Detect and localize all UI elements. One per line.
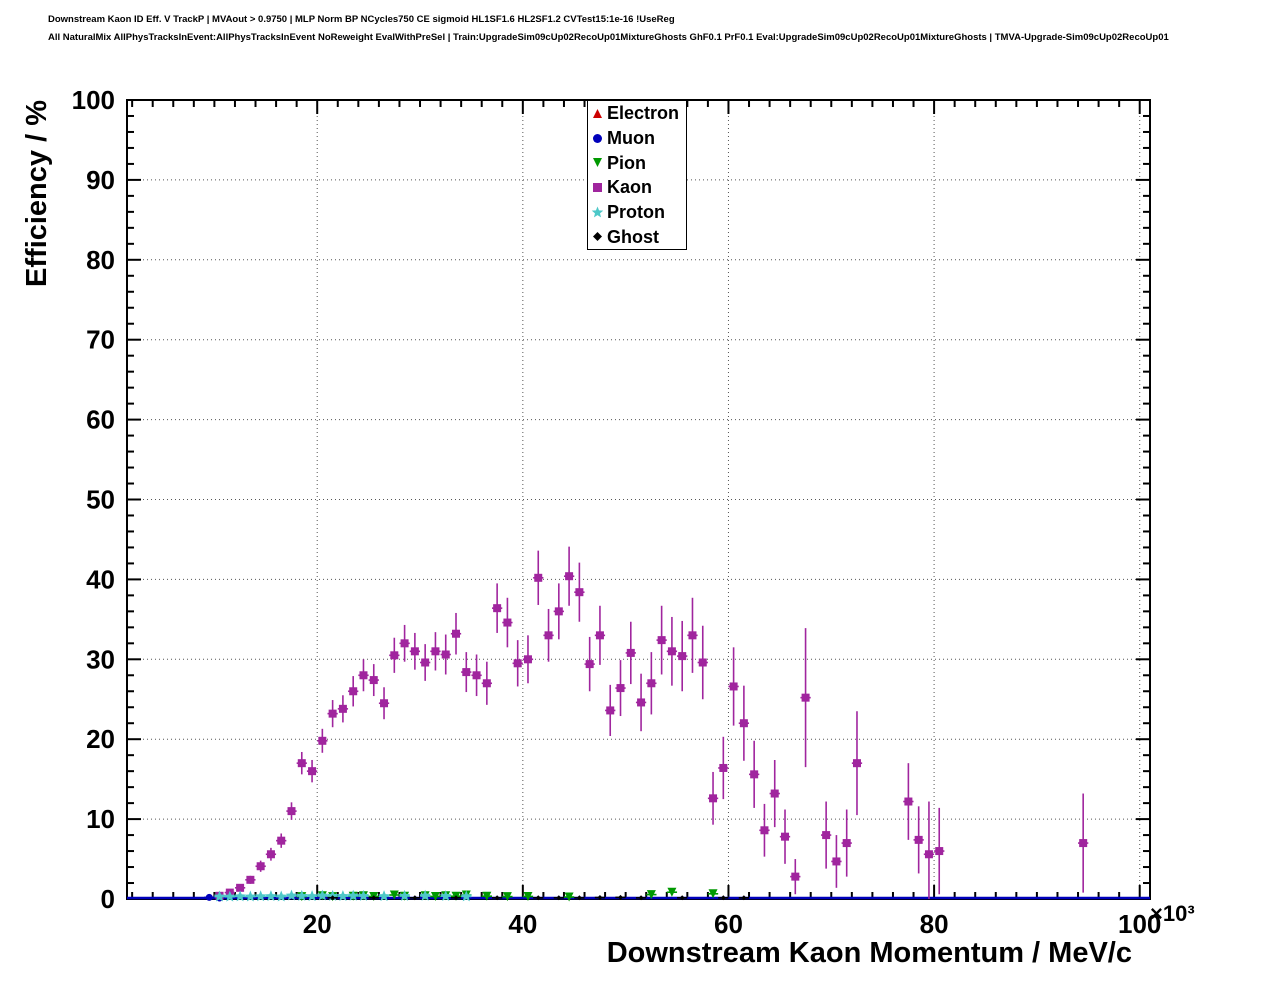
y-tick-label: 50 [86,485,115,515]
plot-title-line2: All NaturalMix AllPhysTracksInEvent:AllP… [48,32,1169,43]
x-tick-label: 20 [303,909,332,939]
legend-item-kaon: Kaon [588,175,686,200]
x-axis-power-label: ×10³ [1150,901,1195,926]
legend-item-ghost: Ghost [588,224,686,249]
y-tick-label: 40 [86,564,115,594]
y-axis-title: Efficiency / % [21,100,53,287]
x-tick-label: 100 [1118,909,1161,939]
y-tick-label: 0 [101,884,115,914]
y-tick-label: 60 [86,405,115,435]
pion-marker-icon [593,158,602,168]
x-axis-title: Downstream Kaon Momentum / MeV/c [607,937,1132,969]
muon-marker-icon [593,133,602,143]
y-tick-label: 20 [86,724,115,754]
legend-label-ghost: Ghost [607,226,659,247]
legend-label-kaon: Kaon [607,177,652,198]
legend-item-proton: Proton [588,200,686,225]
y-tick-label: 30 [86,644,115,674]
legend-box: Electron Muon Pion Kaon Proton Ghost [587,100,687,250]
y-tick-label: 80 [86,245,115,275]
proton-marker-icon [591,205,604,217]
plot-title-line1: Downstream Kaon ID Eff. V TrackP | MVAou… [48,14,675,25]
legend-label-proton: Proton [607,202,665,223]
legend-item-muon: Muon [588,126,686,151]
series-ghost [327,894,750,901]
y-tick-label: 70 [86,325,115,355]
legend-label-electron: Electron [607,103,680,124]
legend-item-electron: Electron [588,101,686,126]
legend-item-pion: Pion [588,150,686,175]
x-tick-label: 60 [714,909,743,939]
ghost-marker-icon [593,232,602,242]
x-tick-label: 80 [920,909,949,939]
series-kaon [214,546,1089,900]
legend-label-muon: Muon [607,128,655,148]
y-tick-label: 10 [86,804,115,834]
kaon-marker-icon [593,182,602,192]
electron-marker-icon [593,108,602,118]
x-tick-label: 40 [508,909,537,939]
y-tick-label: 90 [86,165,115,195]
legend-label-pion: Pion [607,152,646,173]
y-tick-label: 100 [72,85,115,115]
